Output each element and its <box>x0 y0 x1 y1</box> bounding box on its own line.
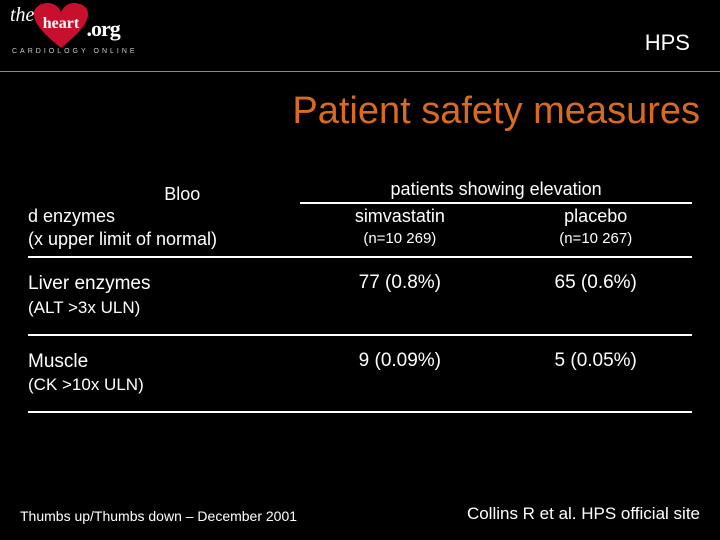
row-label-line2: (ALT >3x ULN) <box>28 298 140 317</box>
row-placebo-value: 65 (0.6%) <box>499 257 692 335</box>
enzyme-header-prefix: Bloo <box>28 183 300 206</box>
enzyme-header-line2: (x upper limit of normal) <box>28 229 217 249</box>
row-label-line2: (CK >10x ULN) <box>28 375 144 394</box>
footer-left-text: Thumbs up/Thumbs down – December 2001 <box>20 508 297 524</box>
slide: the heart .org CARDIOLOGY ONLINE HPS Pat… <box>0 0 720 540</box>
patients-super-header: patients showing elevation <box>300 179 692 203</box>
row-label-line1: Liver enzymes <box>28 273 151 294</box>
row-simvastatin-value: 77 (0.8%) <box>300 257 499 335</box>
logo-the-text: the <box>10 4 34 27</box>
logo-org-text: .org <box>86 16 119 42</box>
simvastatin-column-header: simvastatin (n=10 269) <box>300 203 499 257</box>
theheart-logo: the heart .org CARDIOLOGY ONLINE <box>10 2 138 55</box>
table-row: Liver enzymes (ALT >3x ULN) 77 (0.8%) 65… <box>28 257 692 335</box>
enzyme-header-line1: d enzymes <box>28 206 115 226</box>
page-title: Patient safety measures <box>0 72 720 133</box>
simvastatin-label: simvastatin <box>355 206 445 226</box>
placebo-column-header: placebo (n=10 267) <box>499 203 692 257</box>
row-label-line1: Muscle <box>28 351 88 372</box>
row-placebo-value: 5 (0.05%) <box>499 335 692 413</box>
simvastatin-n: (n=10 269) <box>363 230 436 247</box>
row-simvastatin-value: 9 (0.09%) <box>300 335 499 413</box>
safety-table: Bloo d enzymes (x upper limit of normal)… <box>28 179 692 413</box>
enzyme-column-header: Bloo d enzymes (x upper limit of normal) <box>28 183 300 251</box>
logo-main: the heart .org <box>10 2 138 50</box>
placebo-n: (n=10 267) <box>559 230 632 247</box>
heart-icon: heart <box>32 2 90 50</box>
header-bar: the heart .org CARDIOLOGY ONLINE HPS <box>0 0 720 72</box>
table-row: Muscle (CK >10x ULN) 9 (0.09%) 5 (0.05%) <box>28 335 692 413</box>
placebo-label: placebo <box>564 206 627 226</box>
svg-text:heart: heart <box>43 15 80 32</box>
hps-label: HPS <box>645 30 690 56</box>
footer-right-citation: Collins R et al. HPS official site <box>467 504 700 524</box>
